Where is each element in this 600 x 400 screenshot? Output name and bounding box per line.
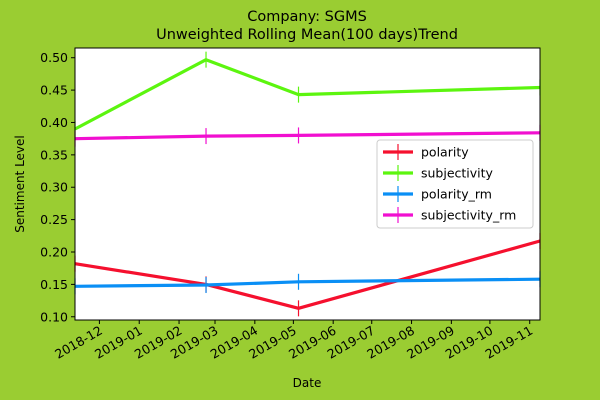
- series-line-subjectivity: [74, 58, 541, 131]
- y-axis-label: Sentiment Level: [13, 135, 27, 233]
- y-tick-label: 0.20: [40, 245, 68, 260]
- series-line-polarity: [74, 239, 541, 310]
- legend-label-subjectivity: subjectivity: [421, 166, 494, 181]
- series-line-subjectivity_rm: [74, 131, 541, 141]
- axes-frame: [74, 47, 541, 321]
- chart-subtitle: Unweighted Rolling Mean(100 days)Trend: [156, 27, 458, 43]
- y-tick-label: 0.45: [40, 83, 68, 98]
- x-axis-label: Date: [293, 376, 322, 390]
- legend-box: [376, 139, 534, 229]
- legend-label-polarity_rm: polarity_rm: [421, 187, 492, 202]
- y-tick-label: 0.30: [40, 180, 68, 195]
- series-line-polarity_rm: [74, 277, 541, 288]
- y-tick-label: 0.35: [40, 147, 68, 162]
- legend: polarity subjectivity polarity_rm subjectiv…: [376, 139, 534, 229]
- y-tick-label: 0.40: [40, 115, 68, 130]
- y-tick-label: 0.25: [40, 212, 68, 227]
- legend-label-subjectivity_rm: subjectivity_rm: [421, 208, 516, 223]
- legend-label-polarity: polarity: [421, 145, 469, 160]
- y-axis-ticks: 0.10 0.15 0.20 0.25 0.30 0.35 0.40 0.45 0.50: [40, 50, 75, 324]
- chart-title: Company: SGMS: [247, 9, 367, 25]
- y-tick-label: 0.10: [40, 309, 68, 324]
- y-tick-label: 0.50: [40, 50, 68, 65]
- y-tick-label: 0.15: [40, 277, 68, 292]
